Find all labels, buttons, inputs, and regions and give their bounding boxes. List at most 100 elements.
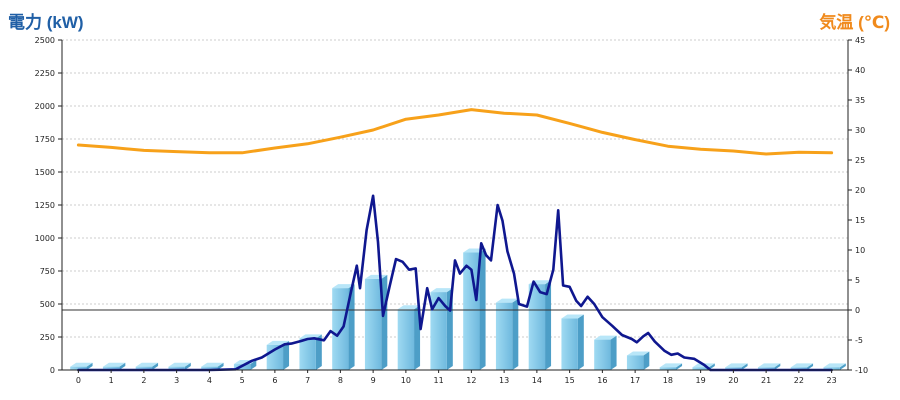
left-tick-label: 0 <box>50 366 55 375</box>
bar-front <box>463 252 480 370</box>
left-tick-label: 1250 <box>35 201 55 210</box>
bar-top <box>332 284 355 289</box>
x-tick-label: 13 <box>499 376 509 385</box>
bar <box>594 335 617 370</box>
axes: 02505007501000125015001750200022502500-1… <box>35 36 868 385</box>
bar <box>135 362 159 370</box>
right-tick-label: 30 <box>855 126 865 135</box>
right-tick-label: 0 <box>855 306 860 315</box>
right-tick-label: -10 <box>855 366 868 375</box>
left-tick-label: 250 <box>40 333 55 342</box>
x-tick-label: 10 <box>401 376 411 385</box>
bar-side <box>217 362 224 370</box>
bar-top <box>790 363 814 368</box>
bar-front <box>659 367 677 370</box>
bar <box>790 363 814 370</box>
bar-side <box>184 362 191 370</box>
x-tick-label: 22 <box>794 376 804 385</box>
bar-front <box>725 367 742 370</box>
bar <box>70 362 93 370</box>
x-tick-label: 4 <box>207 376 212 385</box>
temperature-line <box>76 108 834 156</box>
bar-front <box>70 366 87 370</box>
x-tick-label: 11 <box>434 376 444 385</box>
left-tick-label: 1000 <box>35 234 55 243</box>
bar-top <box>201 362 224 367</box>
right-tick-label: 10 <box>855 246 865 255</box>
bar <box>463 248 486 370</box>
right-tick-label: 15 <box>855 216 865 225</box>
bar <box>725 363 748 370</box>
bar-side <box>414 305 421 370</box>
x-tick-label: 8 <box>338 376 343 385</box>
bar-side <box>774 363 781 370</box>
bar-side <box>610 335 617 370</box>
power-line <box>77 194 833 372</box>
x-tick-label: 19 <box>696 376 706 385</box>
right-tick-label: 20 <box>855 186 865 195</box>
left-tick-label: 750 <box>40 267 55 276</box>
bar-front <box>757 367 775 370</box>
x-tick-label: 15 <box>565 376 575 385</box>
bar-side <box>545 280 552 370</box>
x-tick-label: 20 <box>728 376 738 385</box>
bar <box>364 274 388 370</box>
bar-front <box>201 366 218 370</box>
x-tick-label: 12 <box>466 376 476 385</box>
bar-side <box>315 334 322 370</box>
bar-front <box>299 338 316 370</box>
grid <box>62 39 848 338</box>
bar-front <box>692 367 709 370</box>
x-tick-label: 2 <box>141 376 146 385</box>
right-axis-title: 気温 (℃) <box>819 13 890 32</box>
left-axis-title: 電力 (kW) <box>8 13 84 32</box>
right-tick-label: 5 <box>855 276 860 285</box>
bar-top <box>659 363 683 368</box>
bar-front <box>168 366 185 370</box>
x-tick-label: 5 <box>240 376 245 385</box>
bar-top <box>757 363 781 368</box>
x-tick-label: 23 <box>827 376 837 385</box>
bar-side <box>250 360 257 370</box>
bar-side <box>86 362 93 370</box>
bar <box>102 362 126 370</box>
right-tick-label: 40 <box>855 66 865 75</box>
bar <box>757 363 781 370</box>
x-tick-label: 0 <box>76 376 81 385</box>
right-tick-label: 25 <box>855 156 865 165</box>
bar-side <box>348 284 355 370</box>
bar-side <box>676 363 683 370</box>
right-tick-label: 35 <box>855 96 865 105</box>
x-tick-label: 18 <box>663 376 673 385</box>
bar-front <box>364 278 382 370</box>
x-tick-label: 1 <box>109 376 114 385</box>
bar-side <box>741 363 748 370</box>
bar-side <box>807 363 814 370</box>
left-tick-label: 2250 <box>35 69 55 78</box>
x-tick-label: 6 <box>272 376 277 385</box>
bar-front <box>823 367 840 370</box>
bar <box>168 362 191 370</box>
bar-side <box>283 340 290 370</box>
left-tick-label: 2500 <box>35 36 55 45</box>
right-tick-label: 45 <box>855 36 865 45</box>
bar-side <box>839 363 846 370</box>
bar-front <box>790 367 808 370</box>
bar <box>397 305 421 370</box>
bar-top <box>102 362 126 367</box>
bar-side <box>643 351 650 370</box>
bar-front <box>561 318 578 370</box>
bar-top <box>725 363 748 368</box>
bar-top <box>561 314 584 319</box>
bar <box>659 363 683 370</box>
bar <box>561 314 584 370</box>
bar <box>201 362 224 370</box>
bar <box>528 280 552 370</box>
x-tick-label: 16 <box>597 376 607 385</box>
bar-top <box>430 288 453 293</box>
bar-front <box>102 366 120 370</box>
bar-side <box>479 248 486 370</box>
bar-front <box>594 339 611 370</box>
x-tick-label: 17 <box>630 376 640 385</box>
bar-top <box>495 298 519 303</box>
